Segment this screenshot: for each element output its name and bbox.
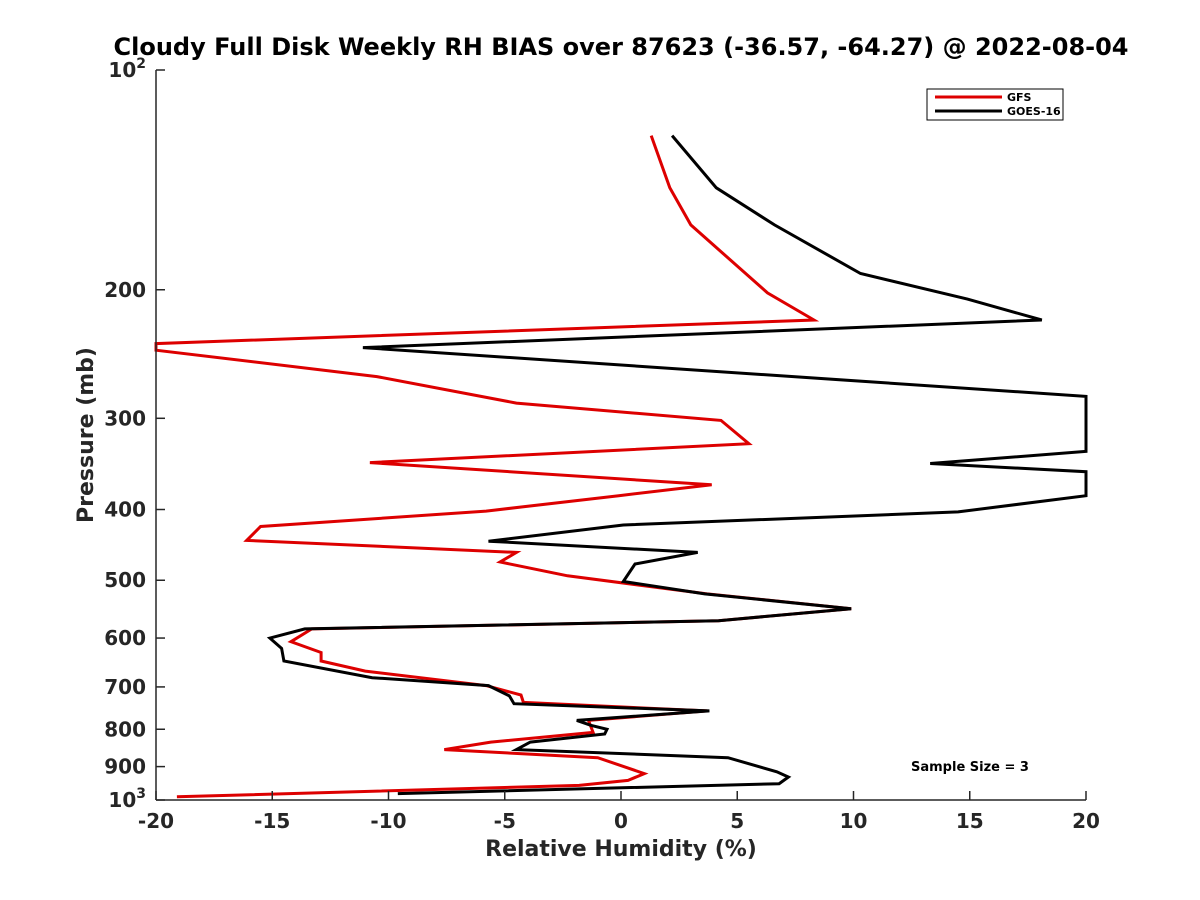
y-tick-label-7: 800 bbox=[104, 717, 146, 741]
x-tick-label-2: -10 bbox=[370, 809, 406, 833]
series-line-goes16 bbox=[266, 134, 1088, 796]
y-tick-base-0: 10 bbox=[108, 58, 136, 82]
y-tick-label-0: 102 bbox=[108, 56, 146, 82]
x-axis-ticks: -20 -15 -10 -5 0 5 10 15 20 bbox=[138, 791, 1100, 833]
y-tick-label-2: 300 bbox=[104, 406, 146, 430]
y-tick-label-8: 900 bbox=[104, 755, 146, 779]
y-tick-label-9: 103 bbox=[108, 786, 146, 812]
y-tick-label-5: 600 bbox=[104, 626, 146, 650]
x-tick-label-6: 10 bbox=[840, 809, 868, 833]
y-tick-label-1: 200 bbox=[104, 278, 146, 302]
x-axis-label: Relative Humidity (%) bbox=[485, 837, 757, 862]
x-tick-label-3: -5 bbox=[494, 809, 516, 833]
x-tick-label-1: -15 bbox=[254, 809, 290, 833]
legend-label-gfs: GFS bbox=[1007, 91, 1032, 104]
y-tick-base-9: 10 bbox=[108, 788, 136, 812]
y-tick-exponent-0: 2 bbox=[136, 56, 146, 72]
x-tick-label-8: 20 bbox=[1072, 809, 1100, 833]
x-tick-label-4: 0 bbox=[614, 809, 628, 833]
y-tick-label-4: 500 bbox=[104, 568, 146, 592]
legend-label-goes16: GOES-16 bbox=[1007, 105, 1061, 118]
legend-box bbox=[926, 88, 1064, 121]
y-tick-label-3: 400 bbox=[104, 498, 146, 522]
series-layer bbox=[154, 134, 1088, 799]
y-axis-label: Pressure (mb) bbox=[74, 347, 99, 523]
y-tick-label-6: 700 bbox=[104, 675, 146, 699]
y-tick-exponent-9: 3 bbox=[136, 786, 146, 802]
chart-title: Cloudy Full Disk Weekly RH BIAS over 876… bbox=[114, 33, 1129, 61]
x-tick-label-0: -20 bbox=[138, 809, 174, 833]
x-tick-label-5: 5 bbox=[730, 809, 744, 833]
x-tick-label-7: 15 bbox=[956, 809, 984, 833]
sample-size-annotation: Sample Size = 3 bbox=[911, 760, 1029, 775]
legend: GFS GOES-16 bbox=[926, 88, 1064, 121]
